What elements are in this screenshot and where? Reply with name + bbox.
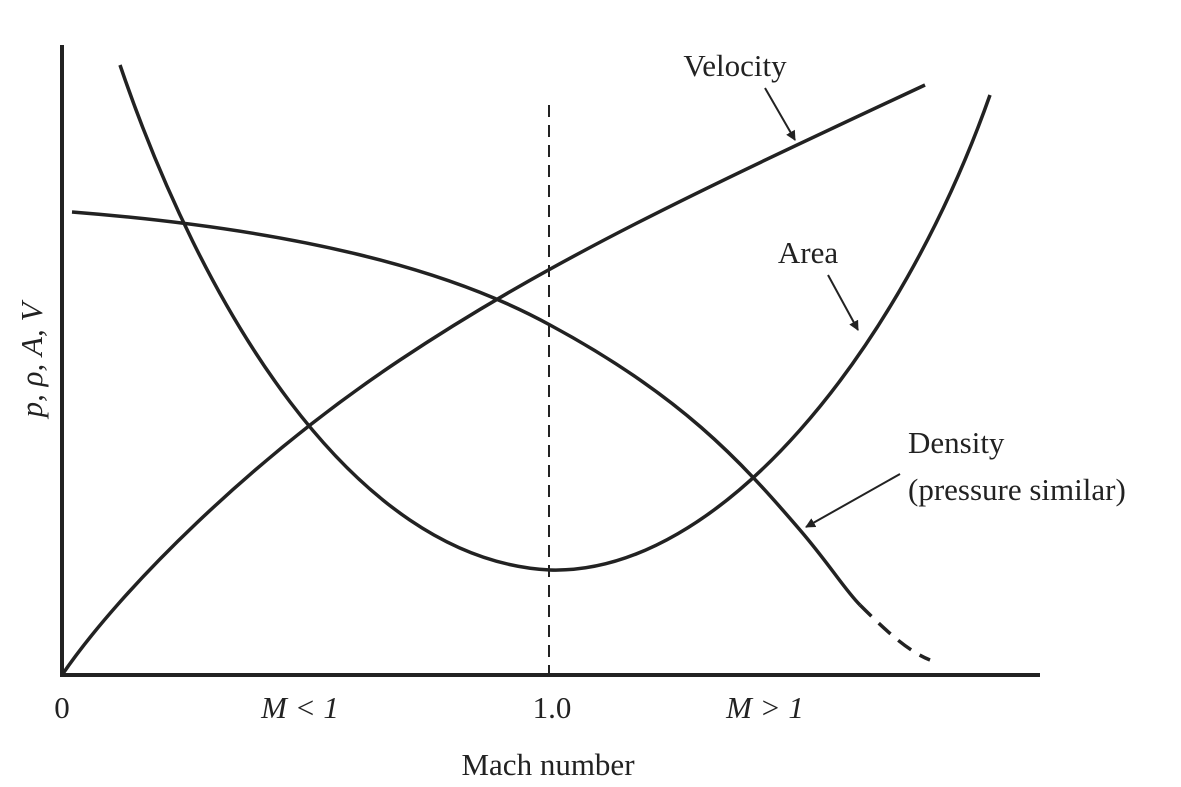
area-arrow bbox=[827, 274, 859, 331]
x-tick-label: M > 1 bbox=[725, 690, 804, 725]
x-axis-label: Mach number bbox=[461, 747, 635, 782]
x-tick-label: 1.0 bbox=[533, 690, 572, 725]
x-tick-label: M < 1 bbox=[260, 690, 339, 725]
density-arrow bbox=[805, 473, 901, 528]
y-axis-label: p, ρ, A, V bbox=[14, 300, 49, 420]
density-note: (pressure similar) bbox=[908, 472, 1126, 507]
velocity-label: Velocity bbox=[683, 48, 787, 83]
velocity-arrow bbox=[764, 87, 796, 141]
area-label: Area bbox=[778, 235, 838, 270]
density-curve bbox=[71, 210, 862, 607]
x-tick-label: 0 bbox=[54, 690, 70, 725]
velocity-curve bbox=[60, 83, 926, 676]
area-curve bbox=[118, 64, 992, 572]
density-label: Density bbox=[908, 425, 1005, 460]
density-curve-dashed bbox=[858, 603, 931, 662]
